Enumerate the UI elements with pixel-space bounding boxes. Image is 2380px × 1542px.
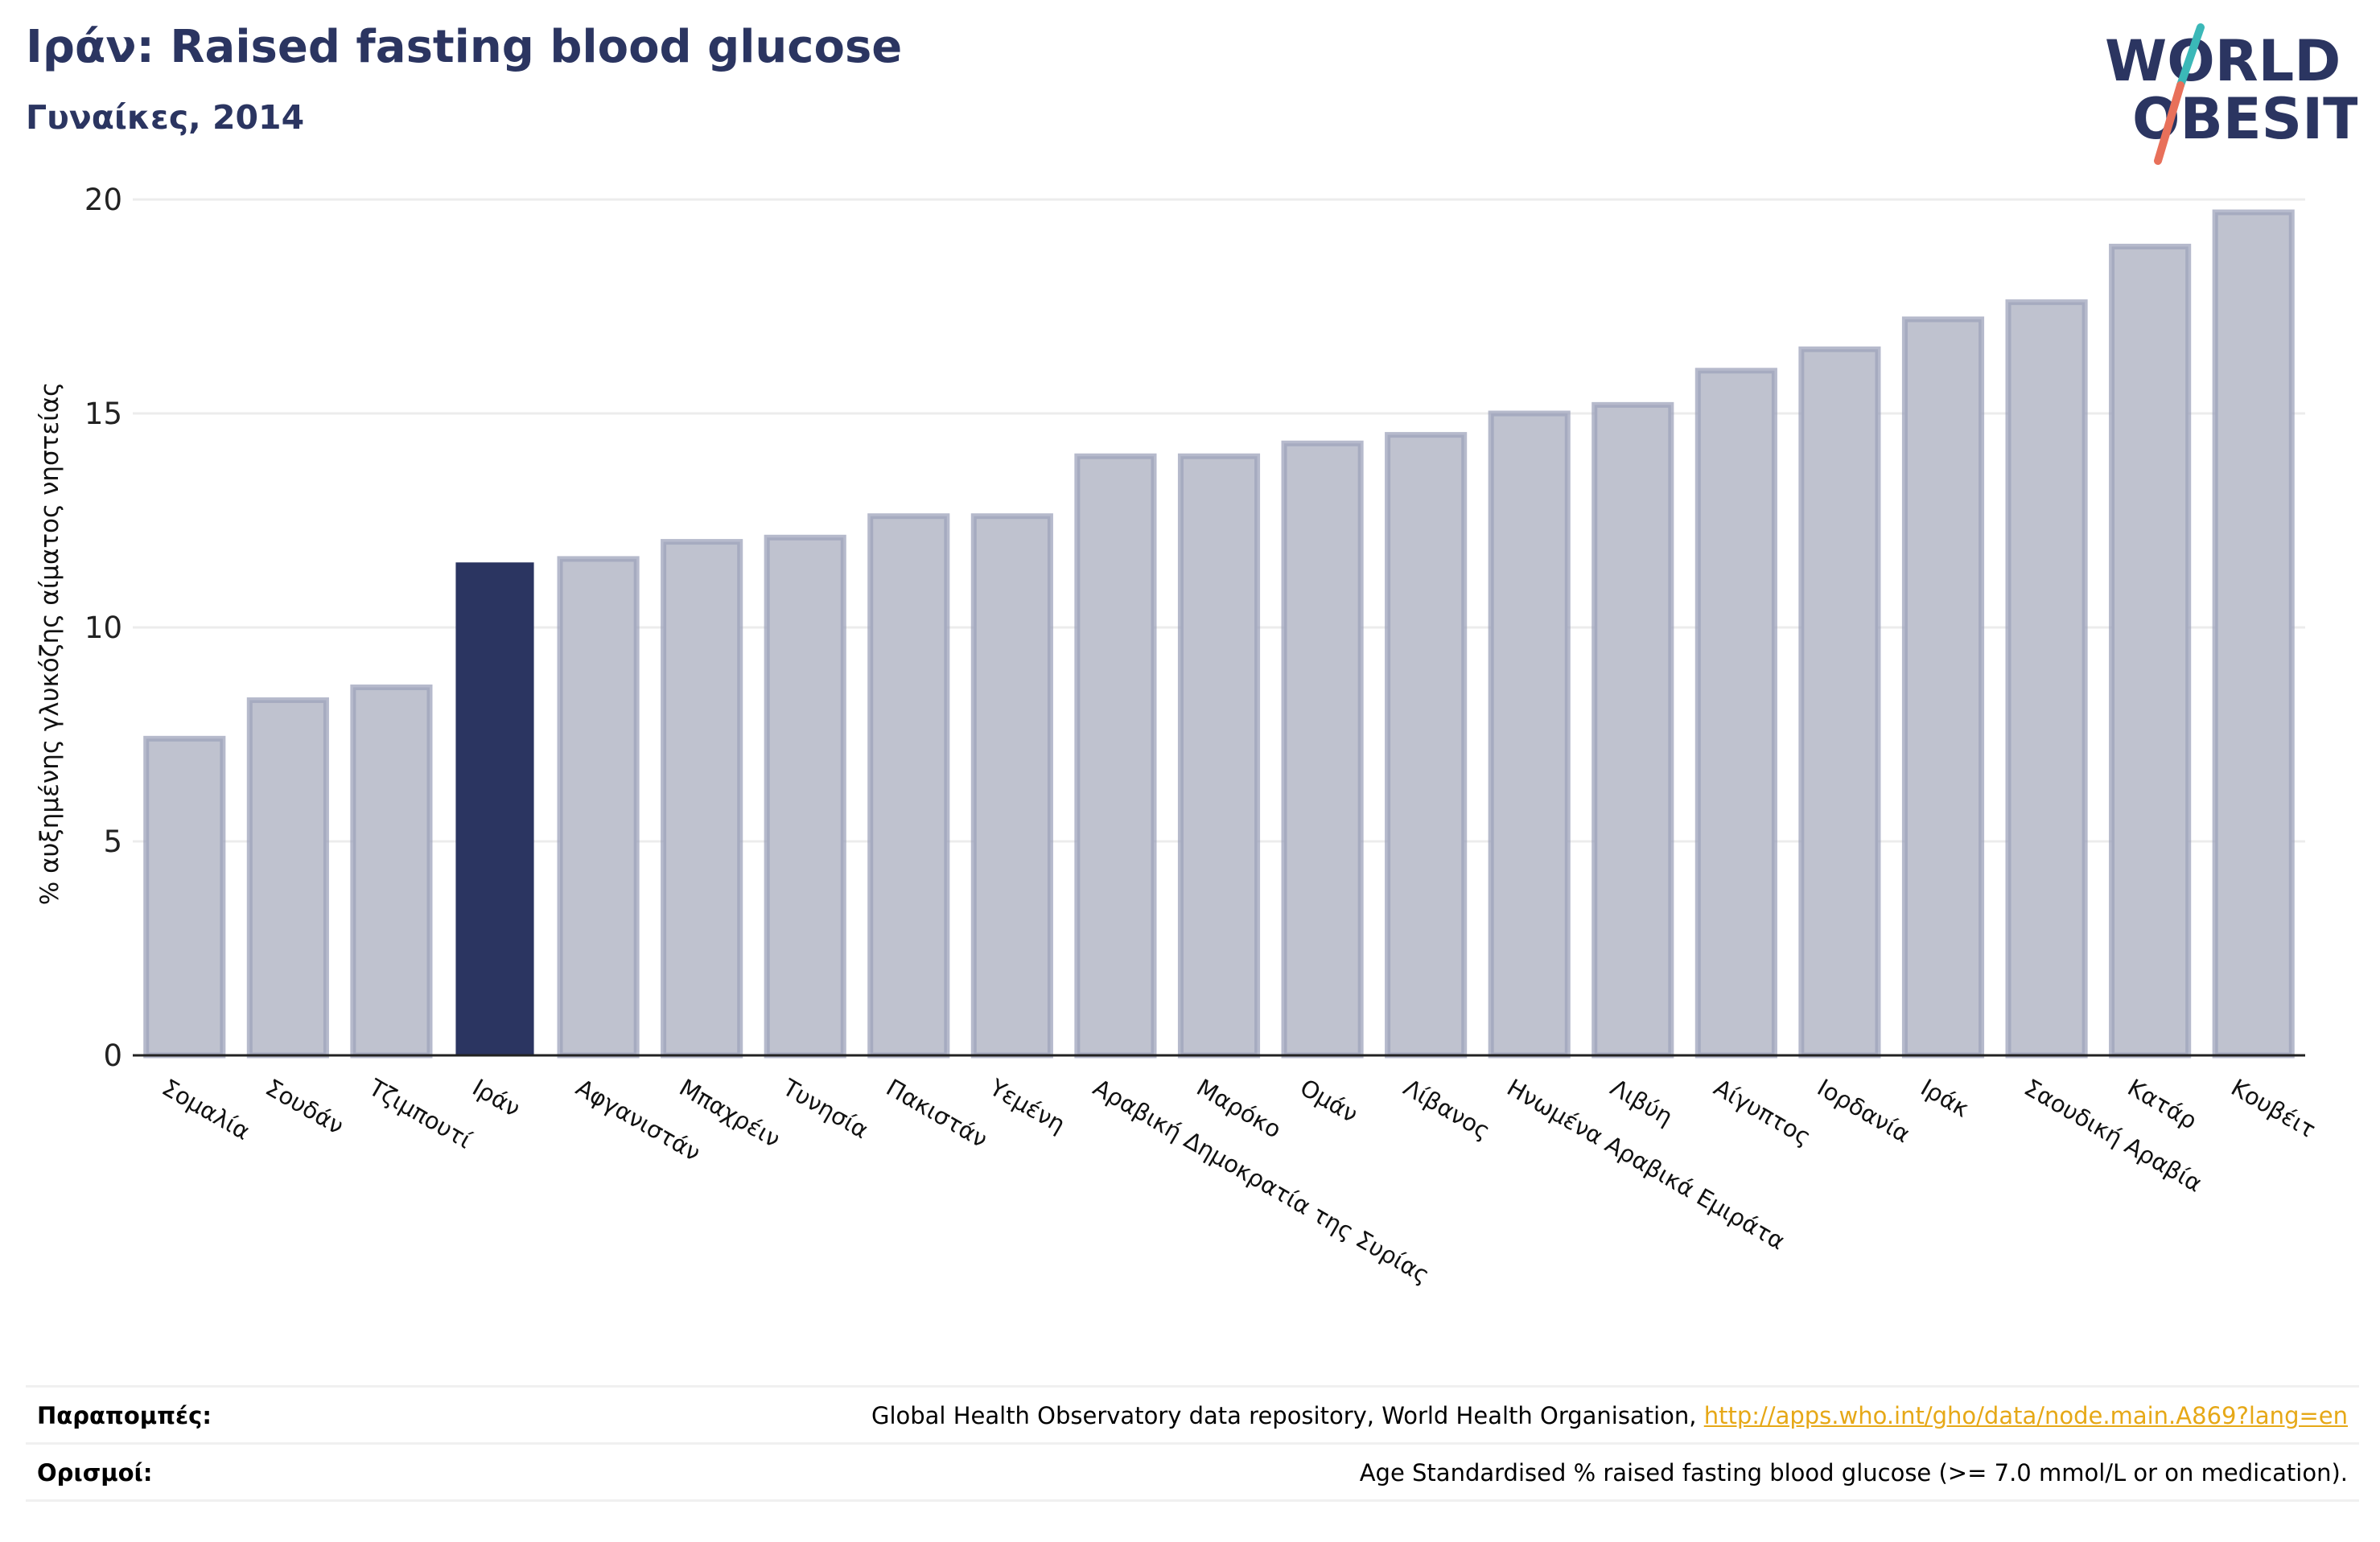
x-tick-label: Κουβέιτ [2226, 1074, 2320, 1144]
chart-title: Ιράν: Raised fasting blood glucose [26, 21, 903, 73]
bar [764, 534, 846, 1059]
references-label: Παραπομπές: [37, 1402, 212, 1429]
chart-subtitle: Γυναίκες, 2014 [26, 98, 305, 137]
x-tick-label: Ομάν [1295, 1074, 1362, 1129]
bar [455, 562, 534, 1056]
x-tick-label: Τυνησία [777, 1073, 873, 1144]
x-tick-label: Λιβύη [1606, 1074, 1678, 1131]
x-tick-label: Αίγυπτος [1709, 1074, 1815, 1151]
bar [661, 539, 743, 1059]
bar-chart: 0 5 10 15 20 % αυξημένης γλυκόζης αίματος νησ… [35, 183, 2320, 1289]
bar [1591, 401, 1674, 1059]
y-axis-label: % αυξημένης γλυκόζης αίματος νηστείας [35, 382, 64, 905]
world-obesity-logo: WORLD OBESITY [2105, 23, 2357, 165]
bar [1694, 368, 1777, 1059]
references-text: Global Health Observatory data repositor… [871, 1402, 1704, 1429]
x-tick-label: Τζιμπουτί [364, 1073, 476, 1154]
bar [1177, 453, 1261, 1059]
references-value: Global Health Observatory data repositor… [871, 1402, 2348, 1429]
x-tick-label: Ιράκ [1917, 1074, 1974, 1123]
bar [1798, 346, 1881, 1059]
bar [1074, 453, 1157, 1059]
x-tick-label: Πακιστάν [882, 1074, 992, 1153]
bar [2109, 244, 2192, 1059]
x-tick-label: Ιράν [468, 1074, 525, 1123]
x-tick-label: Ιορδανία [1813, 1074, 1915, 1149]
bar [350, 684, 433, 1059]
bar [2212, 209, 2295, 1059]
references-link[interactable]: http://apps.who.int/gho/data/node.main.A… [1703, 1402, 2348, 1429]
x-tick-label: Κατάρ [2123, 1074, 2202, 1135]
bar [2005, 299, 2088, 1059]
x-tick-label: Υεμένη [984, 1073, 1069, 1138]
bar [143, 735, 226, 1059]
bar [1281, 440, 1364, 1059]
x-tick-label: Σομαλία [158, 1074, 255, 1145]
bar [1488, 410, 1571, 1059]
y-tick-label: 20 [84, 183, 122, 217]
x-tick-label: Σουδάν [261, 1074, 348, 1140]
x-tick-label: Σαουδική Αραβία [2020, 1074, 2207, 1198]
bar [557, 556, 640, 1059]
bar [867, 513, 950, 1059]
bar [970, 513, 1053, 1059]
x-tick-label: Λίβανος [1399, 1074, 1495, 1145]
y-tick-label: 10 [84, 611, 122, 645]
bar [246, 697, 329, 1059]
y-tick-label: 15 [84, 397, 122, 431]
bar [1901, 316, 1985, 1059]
logo-slash-top [2176, 23, 2205, 89]
bar [1385, 432, 1468, 1059]
y-tick-label: 0 [103, 1038, 122, 1073]
y-tick-label: 5 [103, 824, 122, 859]
definitions-row: Ορισμοί: Age Standardised % raised fasti… [26, 1442, 2359, 1502]
references-row: Παραπομπές: Global Health Observatory da… [26, 1385, 2359, 1442]
logo-slash-bottom [2154, 81, 2184, 165]
logo-line1: WORLD [2105, 28, 2341, 94]
definitions-value: Age Standardised % raised fasting blood … [1359, 1459, 2348, 1486]
definitions-label: Ορισμοί: [37, 1459, 153, 1486]
